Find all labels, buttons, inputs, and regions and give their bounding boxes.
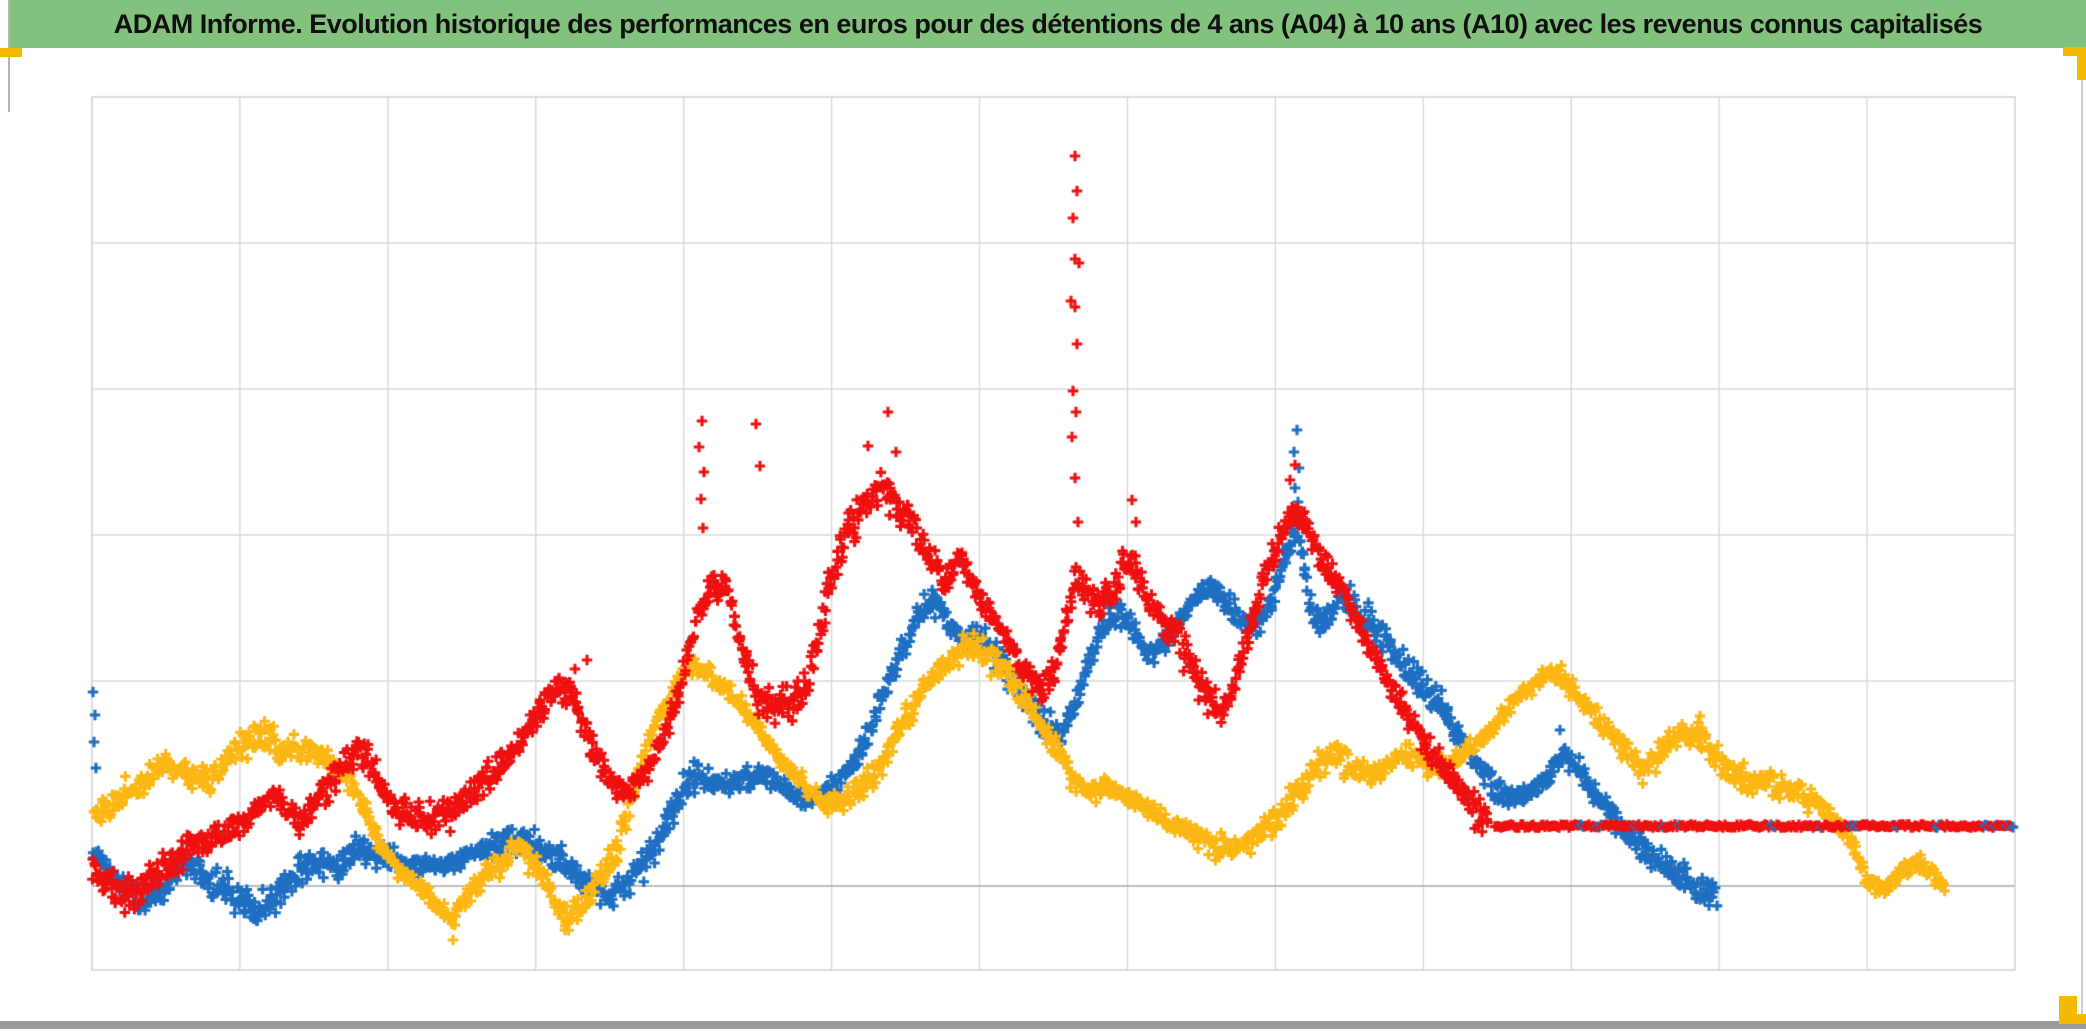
window-bottom-edge	[0, 1021, 2086, 1029]
capture-corner-bottom-right-h-icon	[2059, 1014, 2086, 1024]
header-bar: ADAM Informe. Evolution historique des p…	[10, 0, 2086, 48]
window-right-edge	[2081, 48, 2083, 1022]
capture-corner-top-right-h-icon	[2063, 47, 2086, 56]
capture-corner-top-right-v-icon	[2077, 47, 2086, 80]
capture-corner-top-left-icon	[0, 48, 22, 57]
page-title: ADAM Informe. Evolution historique des p…	[113, 8, 1983, 39]
